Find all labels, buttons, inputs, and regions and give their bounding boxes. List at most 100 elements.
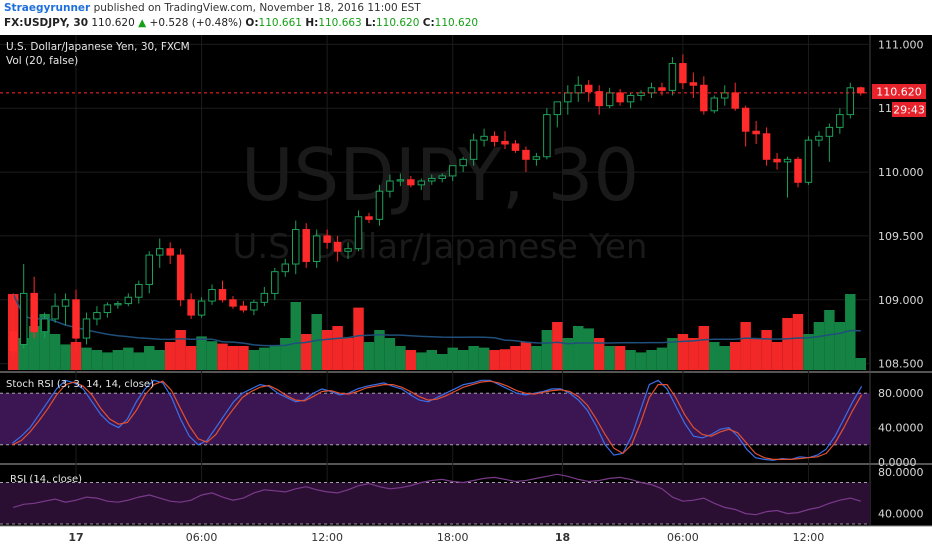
volume-bar (164, 342, 176, 370)
volume-bar (552, 322, 563, 370)
candle-body (815, 135, 823, 141)
volume-bar (583, 328, 594, 370)
time-tick-label: 12:00 (311, 531, 343, 544)
volume-bar (321, 330, 333, 370)
time-tick-label: 18:00 (437, 531, 469, 544)
candle-body (51, 305, 59, 320)
candle-body (72, 299, 80, 339)
quote-line: FX:USDJPY, 30 110.620 ▲ +0.528 (+0.48%) … (4, 17, 478, 29)
candle-body (762, 133, 771, 160)
volume-bar (395, 346, 406, 370)
volume-bar (824, 310, 835, 370)
candle-body (354, 216, 363, 250)
candle-body (323, 235, 331, 243)
close-label: C: (422, 17, 435, 29)
candle-body (271, 271, 279, 294)
candle-body (61, 299, 70, 307)
rsi-label: RSI (14, close) (10, 474, 82, 485)
candle-body (333, 241, 342, 252)
high-value: 110.663 (318, 17, 362, 29)
candle-body (386, 180, 394, 192)
close-value: 110.620 (434, 17, 479, 29)
candle-body (19, 292, 28, 345)
volume-bar (353, 307, 364, 370)
time-tick-labels: 17 06:00 12:00 18:00 18 06:00 12:00 (68, 531, 824, 544)
last-price-tag-text: 110.620 (876, 86, 922, 99)
volume-bar (468, 346, 479, 370)
candle-body (741, 107, 750, 132)
candle-body (229, 299, 237, 307)
volume-bar (593, 338, 605, 370)
stoch-guides (0, 392, 870, 446)
volume-bar (625, 350, 636, 370)
low-label: L: (365, 17, 376, 29)
time-axis[interactable] (0, 526, 932, 550)
candle-body (825, 126, 834, 137)
candle-body (846, 87, 855, 116)
indicator-tick-label: 0.0000 (878, 456, 917, 469)
vol-label: Vol (20, false) (6, 55, 78, 67)
candle-body (407, 179, 415, 186)
candle-body (145, 254, 153, 285)
author-link[interactable]: Straegyrunner (4, 2, 91, 14)
volume-bar (437, 354, 448, 370)
candle-body (365, 216, 373, 220)
volume-bar (531, 346, 542, 370)
candle-body (312, 235, 321, 262)
volume-bar (813, 322, 825, 370)
volume-bar (91, 350, 103, 370)
candle-body (490, 135, 499, 142)
volume-bar (845, 294, 856, 370)
volume-bar (269, 346, 281, 370)
volume-bar (363, 342, 375, 370)
price-tick-label: 111.000 (878, 38, 924, 51)
candle-body (124, 296, 133, 305)
volume-bar (489, 350, 500, 370)
candle-body (668, 63, 677, 91)
candle-body (647, 87, 656, 94)
volume-bar (562, 338, 574, 370)
volume-bar (604, 346, 615, 370)
volume-bar (510, 346, 521, 370)
volume-bar (426, 350, 437, 370)
rsi-tick-labels: 80.0000 40.0000 (878, 466, 924, 520)
volume-bar (102, 352, 113, 370)
candle-body (396, 179, 405, 182)
volume-bar (60, 344, 71, 370)
volume-bar (144, 346, 155, 370)
watermark-name: U.S. Dollar/Japanese Yen (233, 227, 648, 267)
rsi-line (13, 473, 861, 516)
volume-bar (259, 347, 270, 370)
candle-body (710, 97, 719, 112)
candle-body (773, 158, 781, 163)
candle-body (176, 254, 185, 301)
candle-body (511, 143, 520, 151)
candle-body (584, 84, 593, 93)
price-tick-label: 110.000 (878, 166, 924, 179)
volume-bar (280, 338, 291, 370)
watermark-symbol: USDJPY, 30 (241, 133, 639, 217)
volume-bar (803, 334, 814, 370)
candle-body (302, 229, 310, 262)
volume-bar (39, 314, 50, 370)
stoch-k-line (12, 379, 863, 461)
candle-body (166, 248, 174, 256)
stoch-band (0, 393, 870, 445)
candle-body (187, 299, 195, 316)
volume-bar (18, 338, 29, 370)
volume-bar (81, 347, 92, 370)
candle-body (605, 92, 614, 107)
candle-body (616, 92, 624, 103)
volume-bar (771, 342, 783, 370)
stoch-axis (870, 373, 932, 463)
candle-body (344, 248, 352, 252)
volume-bar (499, 349, 511, 370)
candle-body (658, 87, 666, 91)
candle-body (700, 84, 708, 112)
candle-body (543, 114, 551, 158)
candle-body (218, 289, 227, 301)
volume-bar (667, 338, 678, 370)
candle-body (260, 292, 269, 303)
candle-body (480, 135, 488, 141)
